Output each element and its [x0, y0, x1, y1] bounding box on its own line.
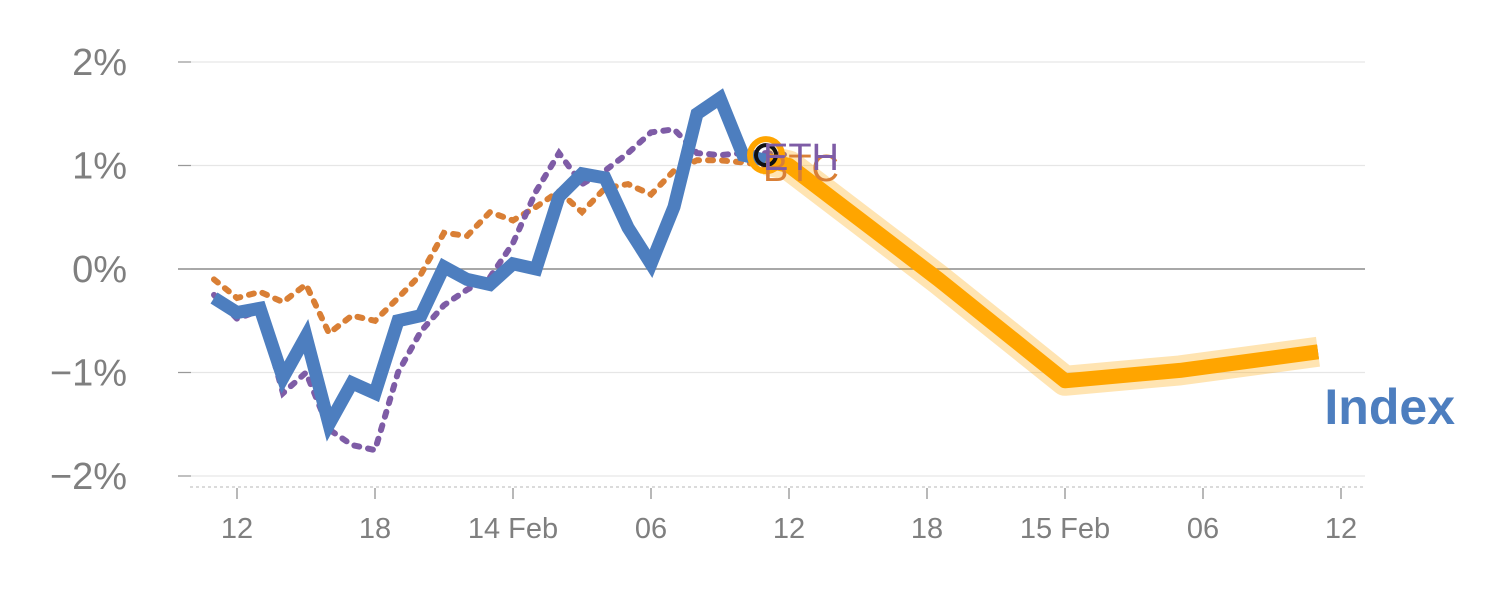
x-tick-label: 12	[221, 513, 253, 545]
x-tick-label: 12	[773, 513, 805, 545]
series-label-eth: ETH	[763, 137, 839, 179]
y-tick-label: 2%	[72, 42, 127, 84]
series-label-btc: BTC	[763, 148, 839, 190]
highlight-marker-ring	[747, 136, 785, 175]
y-tick-label: −2%	[50, 456, 127, 498]
x-tick-label: 18	[911, 513, 943, 545]
highlight-line	[764, 152, 1320, 389]
highlight-segment	[747, 136, 1321, 396]
highlight-marker-dot	[754, 143, 778, 168]
series-line-eth	[211, 126, 792, 454]
axes: 2% 1% 0% −1% −2% 12 18 14 Feb 06 12 18 15 Feb 06 12	[50, 42, 1365, 545]
x-tick-label: 15 Feb	[1020, 513, 1110, 545]
x-tick-label: 18	[359, 513, 391, 545]
x-tick-label: 12	[1325, 513, 1357, 545]
x-tick-label: 06	[635, 513, 667, 545]
grid-lines	[178, 61, 1365, 477]
series-label-index: Index	[1324, 379, 1455, 435]
highlight-glow	[762, 145, 1321, 396]
x-tick-label: 06	[1187, 513, 1219, 545]
y-tick-label: 1%	[72, 146, 127, 188]
x-tick-label: 14 Feb	[468, 513, 558, 545]
series-line-btc	[211, 157, 792, 338]
y-tick-label: −1%	[50, 353, 127, 395]
y-tick-label: 0%	[72, 249, 127, 291]
